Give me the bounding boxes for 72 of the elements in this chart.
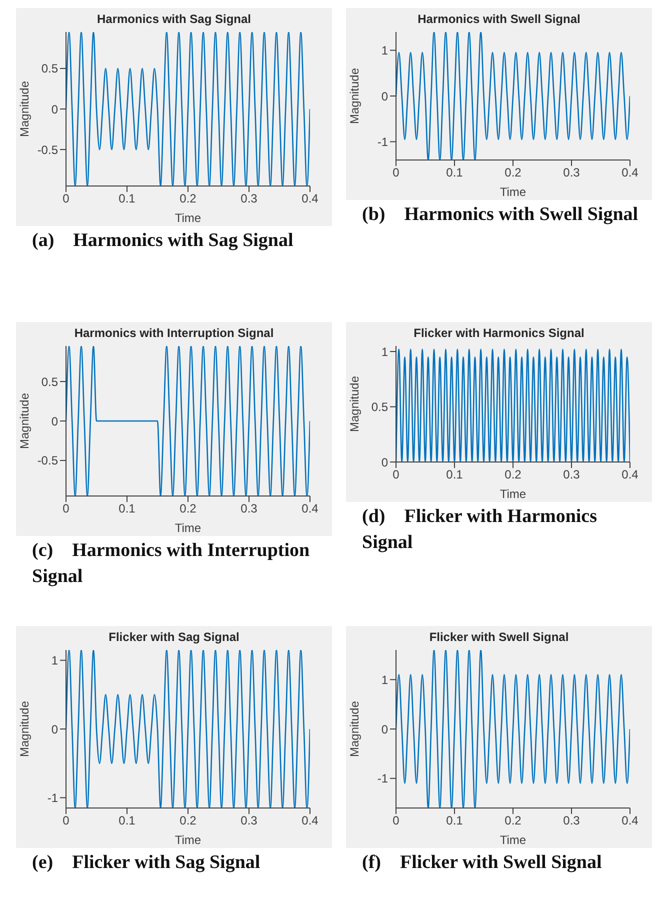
- x-tick-label: 0.4: [302, 502, 319, 516]
- x-tick-label: 0.3: [240, 502, 258, 516]
- x-tick-label: 0.2: [180, 814, 197, 828]
- chart-title: Harmonics with Sag Signal: [96, 12, 252, 28]
- x-axis-title: Time: [500, 185, 526, 199]
- y-tick-label: 0: [381, 722, 388, 736]
- y-tick-label: 0.5: [41, 62, 58, 76]
- x-tick-label: 0.3: [240, 192, 258, 206]
- y-tick-label: 1: [381, 672, 388, 687]
- y-tick-label: 0.5: [41, 374, 58, 389]
- y-tick-label: 0: [51, 414, 58, 428]
- y-axis-title: Magnitude: [347, 700, 362, 758]
- x-axis-title: Time: [174, 211, 202, 225]
- x-tick-label: 0: [392, 814, 400, 828]
- y-tick-label: 1: [51, 654, 58, 668]
- x-tick-label: 0.1: [446, 166, 464, 180]
- x-tick-label: 0.1: [446, 814, 464, 828]
- x-tick-label: 0: [62, 192, 70, 206]
- y-tick-label: 0.5: [371, 400, 388, 414]
- y-axis-title: Magnitude: [17, 700, 32, 758]
- x-tick-label: 0.2: [504, 166, 522, 180]
- y-tick-label: -1: [47, 790, 58, 805]
- y-tick-label: 0: [381, 89, 388, 104]
- x-axis-title: Time: [500, 487, 526, 501]
- x-tick-label: 0.1: [118, 814, 136, 828]
- x-tick-label: 0.2: [180, 192, 197, 206]
- x-tick-label: 0.3: [240, 814, 258, 828]
- x-tick-label: 0.1: [118, 192, 136, 206]
- x-tick-label: 0.1: [446, 468, 464, 482]
- x-tick-label: 0.2: [504, 468, 522, 482]
- y-axis-title: Magnitude: [347, 376, 362, 432]
- x-tick-label: 0: [62, 502, 70, 516]
- x-tick-label: 0.4: [302, 192, 319, 206]
- text: (c) Harmonics with Interruption Signal: [32, 539, 311, 589]
- x-tick-label: 0.4: [302, 814, 319, 828]
- x-tick-label: 0.1: [118, 502, 136, 516]
- chart-title: Flicker with Harmonics Signal: [412, 326, 586, 342]
- x-tick-label: 0.4: [622, 468, 639, 482]
- x-tick-label: 0.3: [563, 166, 580, 180]
- y-tick-label: -0.5: [37, 142, 58, 157]
- x-tick-label: 0: [62, 814, 70, 828]
- chart-title: Harmonics with Interruption Signal: [73, 326, 275, 342]
- y-axis-title: Magnitude: [17, 392, 32, 450]
- y-axis-title: Magnitude: [17, 80, 32, 138]
- y-tick-label: 0: [381, 455, 388, 470]
- x-tick-label: 0.4: [622, 166, 639, 180]
- y-tick-label: 1: [381, 44, 388, 58]
- y-tick-label: -1: [377, 772, 388, 786]
- x-tick-label: 0: [392, 166, 400, 180]
- x-tick-label: 0.3: [563, 468, 580, 482]
- x-axis-title: Time: [174, 521, 202, 535]
- chart-title: Flicker with Swell Signal: [428, 630, 570, 646]
- y-tick-label: -1: [377, 134, 388, 149]
- x-tick-label: 0: [392, 468, 400, 482]
- y-tick-label: 0: [51, 722, 58, 736]
- x-tick-label: 0.3: [563, 814, 580, 828]
- text: (f) Flicker with Swell Signal: [362, 851, 603, 875]
- text: (e) Flicker with Sag Signal: [32, 851, 262, 875]
- x-tick-label: 0.4: [622, 814, 639, 828]
- text: (a) Harmonics with Sag Signal: [32, 229, 294, 253]
- x-axis-title: Time: [174, 833, 202, 847]
- y-tick-label: -0.5: [37, 454, 58, 468]
- x-tick-label: 0.2: [180, 502, 197, 516]
- text: (d) Flicker with Harmonics Signal: [362, 505, 598, 555]
- x-axis-title: Time: [500, 833, 526, 847]
- chart-title: Harmonics with Swell Signal: [416, 12, 582, 28]
- y-axis-title: Magnitude: [347, 68, 362, 124]
- chart-title: Flicker with Sag Signal: [108, 630, 240, 646]
- x-tick-label: 0.2: [504, 814, 522, 828]
- text: (b) Harmonics with Swell Signal: [362, 203, 640, 227]
- y-tick-label: 0: [51, 102, 58, 116]
- y-tick-label: 1: [381, 344, 388, 359]
